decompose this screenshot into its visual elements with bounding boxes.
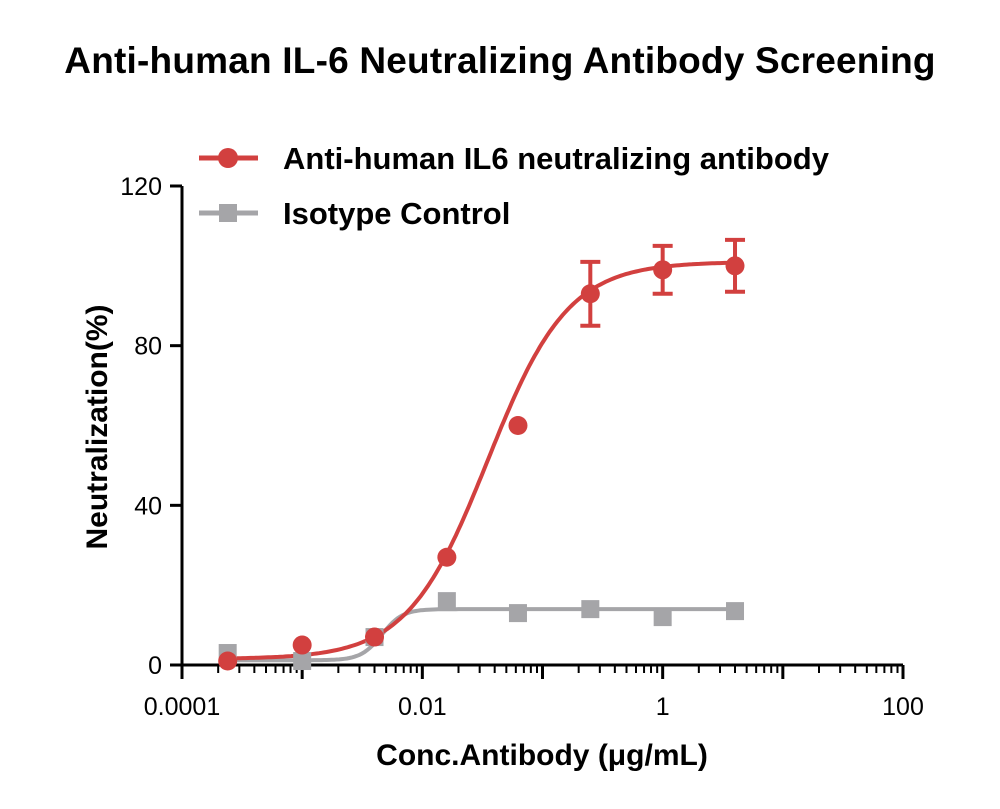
y-tick-label: 40: [134, 492, 162, 520]
neutralizing-antibody-point: [580, 284, 600, 304]
y-tick-label: 0: [148, 652, 162, 680]
isotype-control-point: [437, 592, 456, 611]
isotype-control-point: [726, 602, 745, 621]
chart-title: Anti-human IL-6 Neutralizing Antibody Sc…: [64, 40, 936, 81]
y-tick-label: 80: [134, 333, 162, 361]
y-tick-label: 120: [120, 173, 162, 201]
data-points: [218, 237, 746, 671]
neutralizing-antibody-point: [437, 547, 457, 567]
neutralizing-antibody-point: [508, 416, 528, 435]
neutralizing-antibody-point: [292, 635, 312, 655]
isotype-control-point: [581, 600, 600, 619]
isotype-control-fit-curve: [227, 607, 735, 663]
x-tick-label: 0.0001: [144, 693, 220, 721]
neutralizing-antibody-point: [365, 627, 385, 647]
x-tick-label: 100: [882, 693, 924, 721]
neutralizing-antibody-point: [653, 260, 673, 280]
isotype-control-point: [508, 604, 527, 623]
y-axis-title: Neutralization(%): [81, 304, 114, 549]
x-axis-title: Conc.Antibody (μg/mL): [376, 739, 708, 772]
x-tick-label: 1: [656, 693, 670, 721]
neutralizing-antibody-point: [218, 651, 238, 671]
x-tick-label: 0.01: [398, 693, 447, 721]
legend-marker: [219, 204, 237, 222]
fit-curves: [227, 260, 735, 663]
legend-item-isotype-control: Isotype Control: [283, 196, 510, 231]
legend-marker: [218, 148, 238, 168]
neutralizing-antibody-point: [725, 256, 745, 276]
isotype-control-point: [653, 608, 672, 627]
legend: Anti-human IL6 neutralizing antibody Isot…: [199, 141, 830, 231]
legend-item-neutralizing-antibody: Anti-human IL6 neutralizing antibody: [283, 141, 830, 176]
axes: 0 40 80 120 0.0001 0.01 1 100: [120, 173, 924, 721]
isotype-control-point: [293, 652, 312, 671]
neutralizing-antibody-fit-curve: [227, 260, 735, 661]
